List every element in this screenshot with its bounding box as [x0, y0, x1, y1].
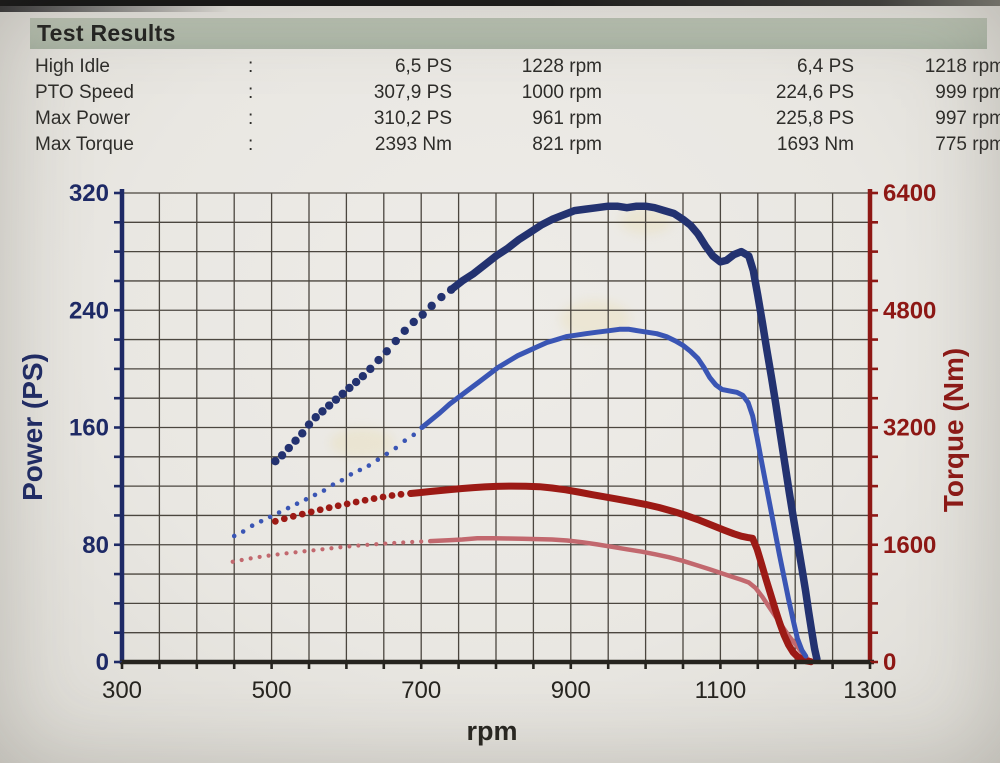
row-separator: : [248, 108, 254, 129]
rpm-tuned: 1228 rpm [521, 56, 602, 77]
axes [114, 189, 878, 669]
value-stock: 1693 Nm [776, 134, 854, 155]
rpm-stock: 775 rpm [935, 134, 1000, 155]
row-separator: : [248, 82, 254, 103]
table-row: PTO Speed: 307,9 PS 1000 rpm 224,6 PS 999 rp… [0, 80, 1000, 106]
value-stock: 225,8 PS [775, 108, 854, 129]
power-tick-label: 240 [69, 297, 109, 324]
value-tuned: 2393 Nm [374, 134, 452, 155]
power-tick-label: 80 [82, 532, 109, 559]
torque-axis-title: Torque (Nm) [938, 348, 969, 512]
page-title: Test Results [37, 20, 176, 46]
value-stock: 224,6 PS [775, 82, 854, 103]
value-stock: 6,4 PS [796, 56, 854, 77]
value-tuned: 6,5 PS [394, 56, 452, 77]
series-torque-tuned [271, 482, 815, 666]
photo-edge-top [0, 0, 1000, 6]
table-row: Max Power: 310,2 PS 961 rpm 225,8 PS 997 rpm [0, 106, 1000, 132]
test-results-header: Test Results [30, 18, 987, 49]
rpm-axis-title: rpm [466, 716, 517, 746]
torque-tick-label: 4800 [883, 297, 936, 324]
rpm-tick-label: 1100 [695, 677, 747, 704]
row-label: High Idle [35, 56, 110, 77]
torque-tick-label: 1600 [883, 532, 936, 559]
photo-edge-corner [0, 6, 230, 12]
rpm-stock: 999 rpm [935, 82, 1000, 103]
table-row: Max Torque: 2393 Nm 821 rpm 1693 Nm 775 rpm [0, 132, 1000, 158]
torque-tick-label: 0 [883, 649, 896, 676]
row-separator: : [248, 134, 254, 155]
rpm-tuned: 1000 rpm [521, 82, 602, 103]
table-row: High Idle: 6,5 PS 1228 rpm 6,4 PS 1218 rpm [0, 54, 1000, 80]
rpm-stock: 997 rpm [935, 108, 1000, 129]
series-power-stock [231, 326, 809, 659]
value-tuned: 307,9 PS [373, 82, 452, 103]
rpm-tick-label: 300 [102, 677, 142, 704]
power-tick-label: 0 [96, 649, 109, 676]
rpm-tuned: 961 rpm [532, 108, 602, 129]
rpm-tick-label: 700 [401, 677, 441, 704]
series-power-tuned [271, 202, 821, 663]
row-label: Max Torque [35, 134, 134, 155]
value-tuned: 310,2 PS [373, 108, 452, 129]
row-separator: : [248, 56, 254, 77]
row-label: PTO Speed [35, 82, 134, 103]
row-label: Max Power [35, 108, 131, 129]
power-tick-label: 160 [69, 415, 109, 442]
torque-tick-label: 3200 [883, 415, 936, 442]
results-table: High Idle: 6,5 PS 1228 rpm 6,4 PS 1218 rpm PT… [0, 54, 1000, 158]
power-axis-title: Power (PS) [17, 353, 48, 501]
series-torque-stock [230, 535, 814, 664]
rpm-tuned: 821 rpm [532, 134, 602, 155]
rpm-tick-label: 500 [252, 677, 292, 704]
rpm-stock: 1218 rpm [924, 56, 1000, 77]
power-tick-label: 320 [69, 180, 109, 207]
chart-series [230, 202, 821, 666]
rpm-tick-label: 1300 [843, 677, 896, 704]
torque-tick-label: 6400 [883, 180, 936, 207]
rpm-tick-label: 900 [551, 677, 591, 704]
